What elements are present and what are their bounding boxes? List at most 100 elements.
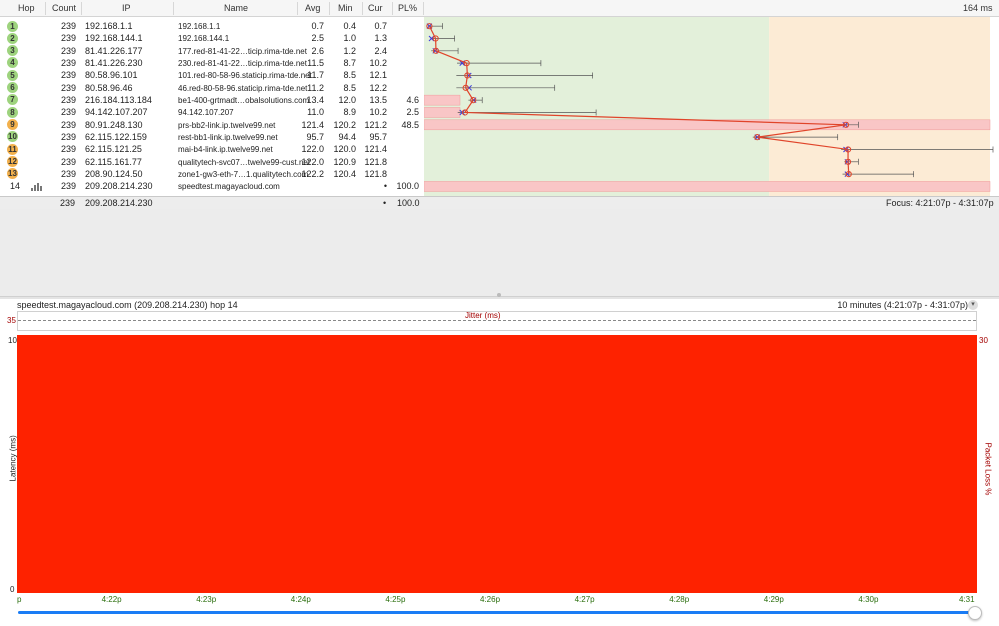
time-tick-label: 4:31 [959, 595, 975, 604]
cur-cell: 12.1 [369, 70, 387, 81]
summary-cur: • [383, 198, 387, 208]
count-cell: 239 [60, 94, 76, 105]
chevron-down-icon[interactable]: ▾ [968, 300, 978, 310]
average-point [461, 109, 469, 116]
column-separator [392, 2, 393, 15]
count-cell: 239 [60, 107, 76, 118]
hop-badge: 13 [7, 168, 18, 180]
time-slider-handle[interactable] [968, 606, 982, 620]
cur-cell: 10.2 [369, 107, 387, 118]
packet-loss-bar [424, 94, 461, 106]
pl-cell: 48.5 [401, 119, 419, 130]
ip-cell: 80.58.96.101 [85, 70, 138, 81]
ip-cell: 62.115.121.25 [85, 144, 142, 155]
hop-badge: 7 [7, 94, 18, 106]
average-point [462, 84, 469, 91]
table-row[interactable]: 7 239 216.184.113.184 be1-400-grtmadt…oba… [0, 94, 424, 106]
avg-cell: 122.0 [301, 144, 324, 155]
time-tick-label: p [17, 595, 22, 604]
avg-column-header[interactable]: Avg [305, 3, 321, 13]
hop-latency-graph [424, 17, 994, 197]
ip-column-header[interactable]: IP [122, 3, 131, 13]
count-cell: 239 [60, 156, 76, 167]
count-cell: 239 [60, 57, 76, 68]
cur-column-header[interactable]: Cur [368, 3, 383, 13]
empty-pane [0, 209, 999, 296]
count-column-header[interactable]: Count [52, 3, 77, 13]
divider-grip-icon[interactable] [497, 293, 501, 297]
hop-badge: 6 [7, 82, 18, 94]
min-cell: 8.9 [343, 107, 356, 118]
bar-chart-icon[interactable] [31, 183, 42, 192]
table-row[interactable]: 11 239 62.115.121.25 mai-b4-link.ip.twelv… [0, 143, 424, 155]
average-point [845, 171, 852, 178]
time-slider-track[interactable] [18, 611, 976, 614]
table-row[interactable]: 12 239 62.115.161.77 qualitytech-svc07…tw… [0, 156, 424, 168]
table-row[interactable]: 13 239 208.90.124.50 zone1-gw3-eth-7…1.qu… [0, 168, 424, 180]
table-row[interactable]: 14 239 209.208.214.230 speedtest.magayac… [0, 180, 424, 192]
hop-badge: 3 [7, 45, 18, 57]
table-row[interactable]: 5 239 80.58.96.101 101.red-80-58-96.stati… [0, 69, 424, 81]
graph-title: speedtest.magayacloud.com (209.208.214.2… [17, 300, 238, 310]
name-cell: speedtest.magayacloud.com [178, 182, 280, 192]
name-cell: 94.142.107.207 [178, 108, 234, 118]
avg-cell: 11.0 [307, 107, 324, 118]
table-row[interactable]: 6 239 80.58.96.46 46.red-80-58-96.statici… [0, 82, 424, 94]
table-row[interactable]: 2 239 192.168.144.1 192.168.144.1 2.5 1.0… [0, 32, 424, 44]
time-tick-label: 4:26p [480, 595, 501, 604]
column-separator [297, 2, 298, 15]
cur-cell: 121.8 [364, 156, 387, 167]
ip-cell: 208.90.124.50 [85, 168, 143, 179]
column-separator [362, 2, 363, 15]
good-latency-zone [424, 17, 770, 197]
min-cell: 1.2 [343, 45, 356, 56]
table-row[interactable]: 9 239 80.91.248.130 prs-bb2-link.ip.twelv… [0, 119, 424, 131]
count-cell: 239 [60, 33, 76, 44]
avg-cell: 2.5 [311, 33, 324, 44]
min-cell: 12.0 [338, 94, 356, 105]
jitter-label: Jitter (ms) [465, 311, 501, 320]
average-latency-line [428, 25, 850, 175]
time-tick-label: 4:30p [858, 595, 879, 604]
warn-latency-zone [769, 17, 990, 197]
ip-cell: 62.115.122.159 [85, 131, 147, 142]
hop-badge: 4 [7, 57, 18, 69]
scale-max-label: 164 ms [963, 3, 993, 13]
column-separator [81, 2, 82, 15]
name-cell: be1-400-grtmadt…obalsolutions.com [178, 95, 310, 105]
latency-axis-min: 0 [10, 585, 15, 594]
table-row[interactable]: 4 239 81.41.226.230 230.red-81-41-22…tici… [0, 57, 424, 69]
pl-column-header[interactable]: PL% [398, 3, 418, 13]
time-tick-label: 4:27p [574, 595, 595, 604]
hop-badge: 11 [7, 143, 18, 155]
min-cell: 8.5 [343, 82, 356, 93]
avg-cell: 0.7 [311, 21, 324, 31]
cur-cell: • [383, 181, 387, 192]
cur-cell: 10.2 [369, 57, 387, 68]
time-range-selector[interactable]: 10 minutes (4:21:07p - 4:31:07p) [837, 300, 968, 310]
average-point [463, 60, 470, 67]
table-row[interactable]: 3 239 81.41.226.177 177.red-81-41-22…tici… [0, 45, 424, 57]
ip-cell: 192.168.144.1 [85, 33, 143, 44]
average-point [432, 47, 440, 54]
packet-loss-bar [424, 181, 991, 192]
table-row[interactable]: 10 239 62.115.122.159 rest-bb1-link.ip.tw… [0, 131, 424, 143]
hop-column-header[interactable]: Hop [18, 3, 35, 13]
name-cell: 101.red-80-58-96.staticip.rima-tde.net [178, 71, 312, 81]
average-point [470, 97, 477, 104]
name-column-header[interactable]: Name [224, 3, 249, 13]
average-point [754, 134, 761, 141]
ip-cell: 216.184.113.184 [85, 94, 152, 105]
avg-cell: 11.7 [307, 70, 324, 81]
table-row[interactable]: 8 239 94.142.107.207 94.142.107.207 11.0 … [0, 106, 424, 118]
cur-cell: 13.5 [369, 94, 387, 105]
table-row[interactable]: 1 239 192.168.1.1 192.168.1.1 0.7 0.4 0.7 [0, 20, 424, 32]
name-cell: mai-b4-link.ip.twelve99.net [178, 145, 273, 155]
min-column-header[interactable]: Min [338, 3, 353, 13]
min-cell: 120.9 [333, 156, 356, 167]
average-point [432, 35, 439, 42]
packet-loss-plot[interactable] [17, 335, 977, 593]
summary-ip: 209.208.214.230 [85, 198, 153, 208]
average-point [844, 146, 852, 153]
cur-cell: 121.8 [364, 168, 387, 179]
